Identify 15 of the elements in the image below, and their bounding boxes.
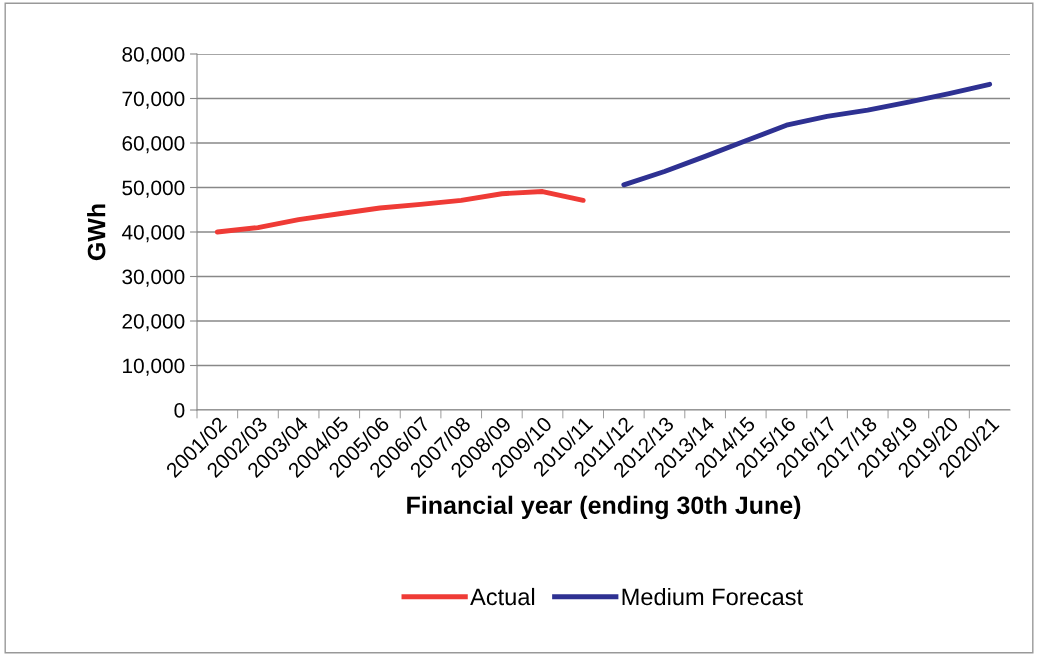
legend-label: Actual bbox=[470, 587, 535, 606]
y-tick-label: 70,000 bbox=[122, 91, 185, 109]
line-series bbox=[214, 189, 586, 235]
line-series bbox=[621, 81, 993, 188]
y-tick-label: 30,000 bbox=[122, 269, 185, 287]
y-tick-label: 10,000 bbox=[123, 358, 185, 376]
y-tick-label: 60,000 bbox=[122, 136, 185, 154]
y-tick-label: 0 bbox=[174, 403, 185, 418]
y-tick-label: 20,000 bbox=[122, 314, 185, 332]
y-axis-title: GWh bbox=[87, 204, 106, 261]
y-tick-label: 40,000 bbox=[121, 225, 185, 243]
y-tick-label: 50,000 bbox=[122, 180, 185, 198]
y-tick-label: 80,000 bbox=[122, 47, 185, 65]
x-axis-title: Financial year (ending 30th June) bbox=[407, 495, 801, 520]
legend-label: Medium Forecast bbox=[622, 587, 803, 606]
